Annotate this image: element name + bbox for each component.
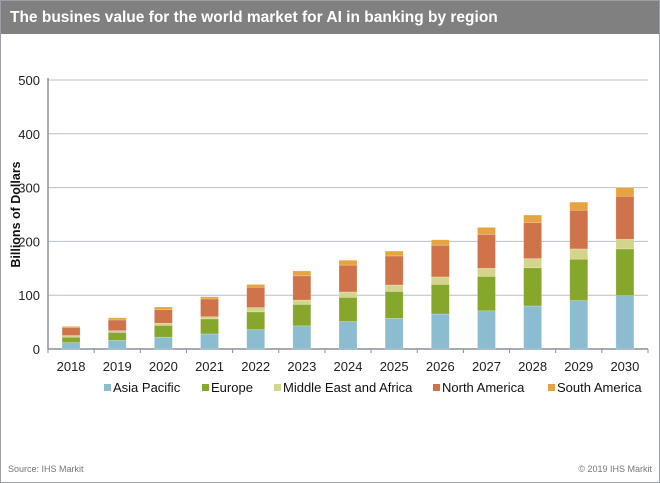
title-bar: The busines value for the world market f… — [1, 1, 659, 34]
bar-segment-middle-east-and-africa — [431, 276, 450, 285]
bar-segment-asia-pacific — [569, 300, 589, 350]
y-tick-label: 500 — [18, 73, 40, 88]
bar-segment-europe — [338, 297, 358, 322]
legend-swatch — [202, 384, 209, 391]
copyright-note: © 2019 IHS Markit — [578, 464, 652, 474]
bar-segment-south-america — [569, 201, 589, 211]
bar-segment-south-america — [338, 259, 358, 266]
x-tick-label: 2026 — [426, 359, 455, 374]
bar-segment-north-america — [384, 255, 404, 286]
legend-swatch — [104, 384, 111, 391]
bar-segment-europe — [107, 332, 127, 341]
bar-segment-north-america — [338, 264, 358, 293]
bar-segment-europe — [384, 291, 404, 319]
chart-title: The busines value for the world market f… — [10, 9, 498, 26]
x-tick-label: 2019 — [103, 359, 132, 374]
bar-segment-europe — [523, 267, 542, 307]
bar-segment-europe — [569, 258, 589, 301]
bar-segment-asia-pacific — [431, 313, 450, 350]
bar-segment-north-america — [615, 195, 635, 240]
bar-segment-europe — [154, 325, 173, 338]
bar-segment-north-america — [61, 327, 81, 336]
bar-segment-asia-pacific — [384, 318, 404, 350]
bar-segment-asia-pacific — [154, 336, 173, 350]
bar-segment-north-america — [246, 286, 265, 308]
bar-segment-asia-pacific — [338, 321, 358, 350]
source-note: Source: IHS Markit — [8, 464, 84, 474]
bar-segment-asia-pacific — [246, 329, 265, 350]
bar-segment-middle-east-and-africa — [384, 284, 404, 292]
legend-label: Europe — [211, 380, 253, 395]
bar-segment-north-america — [154, 309, 173, 324]
bar-segment-north-america — [477, 234, 496, 269]
y-tick-label: 0 — [33, 342, 40, 357]
bar-segment-europe — [431, 284, 450, 315]
bar-segment-europe — [292, 304, 312, 327]
x-tick-label: 2027 — [472, 359, 501, 374]
bar-segment-europe — [246, 311, 265, 330]
bar-segment-south-america — [61, 326, 81, 328]
bar-segment-asia-pacific — [477, 310, 496, 350]
y-axis-label: Billions of Dollars — [9, 161, 23, 267]
x-tick-label: 2025 — [380, 359, 409, 374]
x-tick-label: 2028 — [518, 359, 547, 374]
y-tick-label: 100 — [18, 288, 40, 303]
bar-segment-middle-east-and-africa — [338, 291, 358, 298]
y-tick-label: 300 — [18, 181, 40, 196]
bar-segment-south-america — [523, 214, 542, 223]
bar-segment-south-america — [615, 187, 635, 197]
bar-segment-middle-east-and-africa — [523, 258, 542, 269]
bar-segment-south-america — [431, 239, 450, 246]
bar-segment-asia-pacific — [292, 325, 312, 350]
bar-segment-south-america — [384, 250, 404, 257]
bar-segment-europe — [61, 336, 81, 343]
bar-segment-south-america — [292, 270, 312, 277]
legend-swatch — [274, 384, 281, 391]
x-tick-label: 2024 — [334, 359, 363, 374]
legend-label: Asia Pacific — [113, 380, 181, 395]
bar-segment-north-america — [200, 298, 219, 318]
bar-segment-middle-east-and-africa — [154, 322, 173, 326]
bar-segment-europe — [477, 276, 496, 312]
y-tick-label: 200 — [18, 234, 40, 249]
bar-segment-middle-east-and-africa — [292, 299, 312, 305]
bar-segment-asia-pacific — [61, 342, 81, 350]
x-tick-label: 2029 — [564, 359, 593, 374]
bar-segment-asia-pacific — [523, 305, 542, 350]
x-tick-label: 2030 — [610, 359, 639, 374]
y-tick-label: 400 — [18, 127, 40, 142]
bar-segment-south-america — [154, 306, 173, 311]
bar-segment-europe — [200, 318, 219, 335]
bar-segment-europe — [615, 248, 635, 297]
bar-segment-middle-east-and-africa — [200, 316, 219, 320]
bar-segment-middle-east-and-africa — [477, 267, 496, 277]
legend-label: North America — [442, 380, 525, 395]
bar-segment-north-america — [431, 244, 450, 278]
bar-segment-north-america — [292, 275, 312, 301]
bar-segment-south-america — [107, 317, 127, 321]
bar-segment-middle-east-and-africa — [615, 238, 635, 250]
bar-segment-south-america — [477, 227, 496, 235]
x-tick-label: 2018 — [57, 359, 86, 374]
bar-segment-north-america — [523, 222, 542, 259]
bar-segment-south-america — [200, 296, 219, 300]
legend-swatch — [433, 384, 440, 391]
legend-swatch — [548, 384, 555, 391]
bar-segment-asia-pacific — [615, 295, 635, 350]
bar-segment-asia-pacific — [107, 340, 127, 350]
x-tick-label: 2021 — [195, 359, 224, 374]
bar-segment-north-america — [569, 209, 589, 250]
bar-segment-south-america — [246, 284, 265, 288]
x-tick-label: 2022 — [241, 359, 270, 374]
bar-segment-middle-east-and-africa — [246, 307, 265, 313]
bar-segment-asia-pacific — [200, 333, 219, 350]
bar-segment-middle-east-and-africa — [569, 248, 589, 260]
legend-label: Middle East and Africa — [283, 380, 413, 395]
bar-segment-north-america — [107, 319, 127, 332]
legend-label: South America — [557, 380, 642, 395]
x-tick-label: 2023 — [287, 359, 316, 374]
x-tick-label: 2020 — [149, 359, 178, 374]
